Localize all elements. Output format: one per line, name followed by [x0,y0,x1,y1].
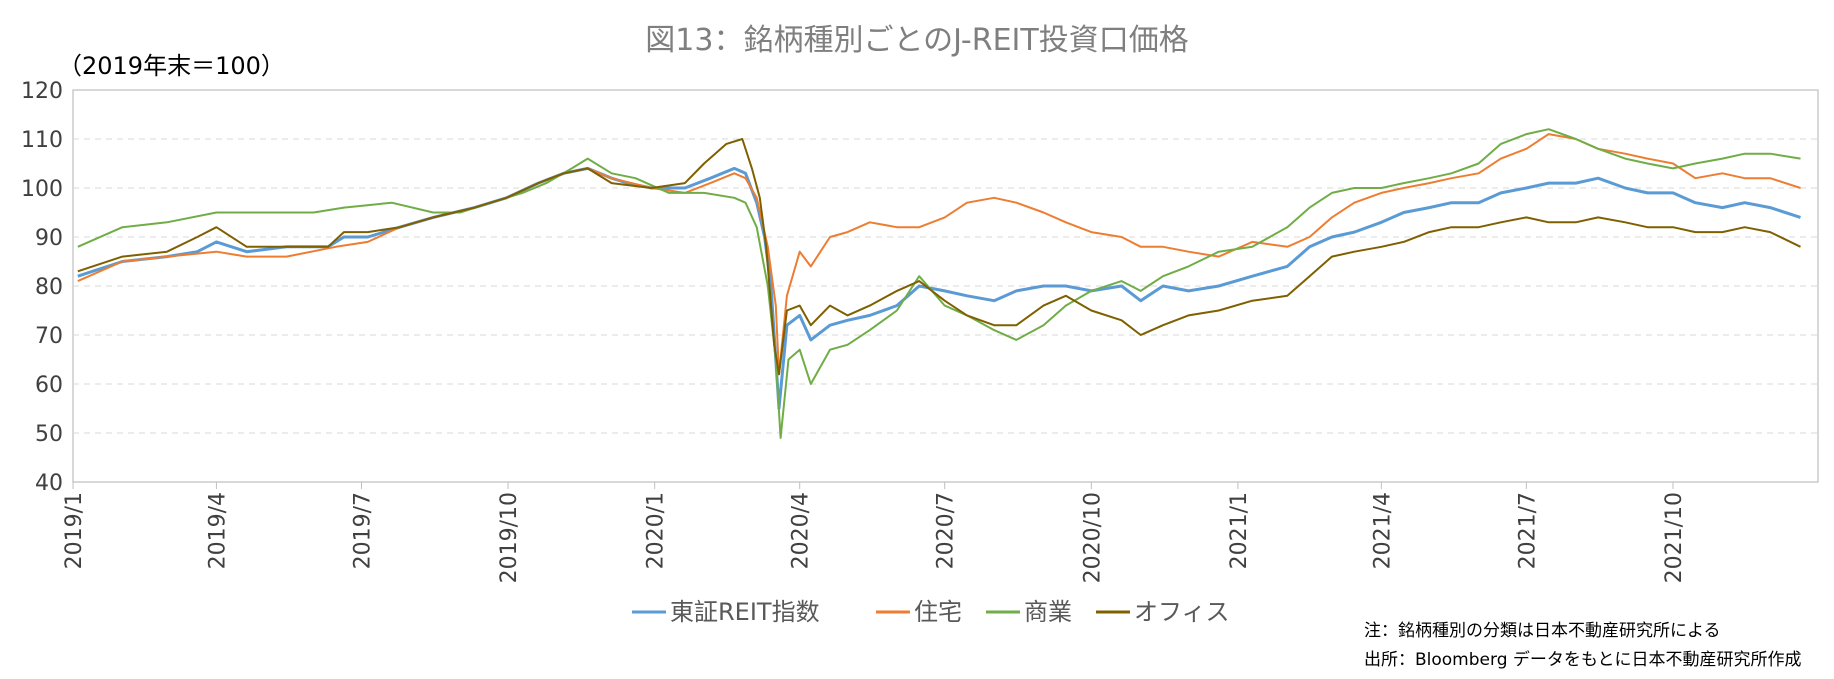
x-tick-label: 2020/7 [934,492,959,569]
y-tick-label: 70 [35,324,63,349]
legend: 東証REIT指数 住宅 商業 オフィス [632,598,1230,626]
x-tick-label: 2020/10 [1080,492,1105,583]
x-tick-label: 2021/10 [1662,492,1687,583]
x-tick-label: 2019/7 [350,492,375,569]
footnote-note: 注：銘柄種別の分類は日本不動産研究所による [1364,621,1721,641]
x-tick-label: 2019/1 [62,492,87,569]
x-tick-label: 2019/4 [205,492,230,569]
series-line-3 [77,138,1801,376]
series-line-2 [77,128,1801,439]
x-tick-label: 2019/10 [497,492,522,583]
series-line-0 [77,166,1801,410]
legend-label: オフィス [1134,598,1230,626]
legend-label: 商業 [1024,598,1072,626]
series-line-1 [77,133,1801,376]
y-tick-label: 90 [35,226,63,251]
x-axis: 2019/1 2019/4 2019/7 2019/10 2020/1 2020/4 202… [62,482,1687,583]
legend-label: 住宅 [914,598,962,626]
chart-title: 図13：銘柄種別ごとのJ-REIT投資口価格 [645,23,1188,58]
x-tick-label: 2021/4 [1370,492,1395,569]
y-tick-label: 60 [35,373,63,398]
y-tick-label: 40 [35,471,63,496]
y-axis-unit-label: （2019年末＝100） [58,52,285,80]
y-tick-label: 100 [21,177,63,202]
y-tick-label: 50 [35,422,63,447]
y-axis: 40 50 60 70 80 90 100 110 120 [21,79,63,496]
y-tick-label: 120 [21,79,63,104]
x-tick-label: 2021/7 [1515,492,1540,569]
series-lines [77,128,1801,439]
y-tick-label: 80 [35,275,63,300]
x-tick-label: 2020/1 [644,492,669,569]
x-tick-label: 2021/1 [1227,492,1252,569]
x-tick-label: 2020/4 [789,492,814,569]
legend-label: 東証REIT指数 [670,598,820,626]
footnote-source: 出所：Bloomberg データをもとに日本不動産研究所作成 [1364,649,1802,670]
y-tick-label: 110 [21,128,63,153]
